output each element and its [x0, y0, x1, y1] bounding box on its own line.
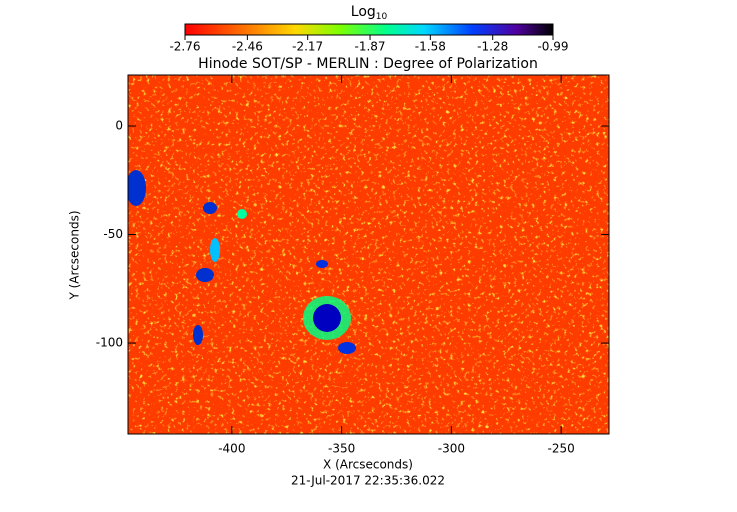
colorbar-tick-label: -1.58	[415, 40, 446, 54]
y-tick-label: -100	[96, 336, 123, 350]
x-tick-label: -250	[548, 442, 575, 456]
strong-field-regions	[128, 170, 356, 354]
footer-date: 21-Jul-2017 22:35:36.022	[291, 474, 445, 488]
x-tick-label: -350	[328, 442, 355, 456]
y-tick-label: -50	[103, 227, 123, 241]
colorbar-tick-label: -1.87	[355, 40, 386, 54]
colorbar-tick-label: -2.17	[292, 40, 323, 54]
colorbar-tick-label: -1.28	[477, 40, 508, 54]
image	[128, 75, 609, 434]
chart-title: Hinode SOT/SP - MERLIN : Degree of Polar…	[198, 56, 538, 72]
x-axis-label: X (Arcseconds)	[323, 458, 413, 472]
colorbar	[184, 23, 554, 36]
y-axis-label: Y (Arcseconds)	[68, 210, 82, 300]
x-tick-label: -400	[218, 442, 245, 456]
plot-frame	[127, 74, 610, 435]
colorbar-tick-label: -0.99	[537, 40, 568, 54]
colorbar-tick-label: -2.46	[232, 40, 263, 54]
image-texture	[128, 75, 609, 434]
y-tick-label: 0	[115, 119, 123, 133]
colorbar-tick-label: -2.76	[169, 40, 200, 54]
x-tick-label: -300	[438, 442, 465, 456]
colorbar-label: Log10	[351, 4, 388, 22]
